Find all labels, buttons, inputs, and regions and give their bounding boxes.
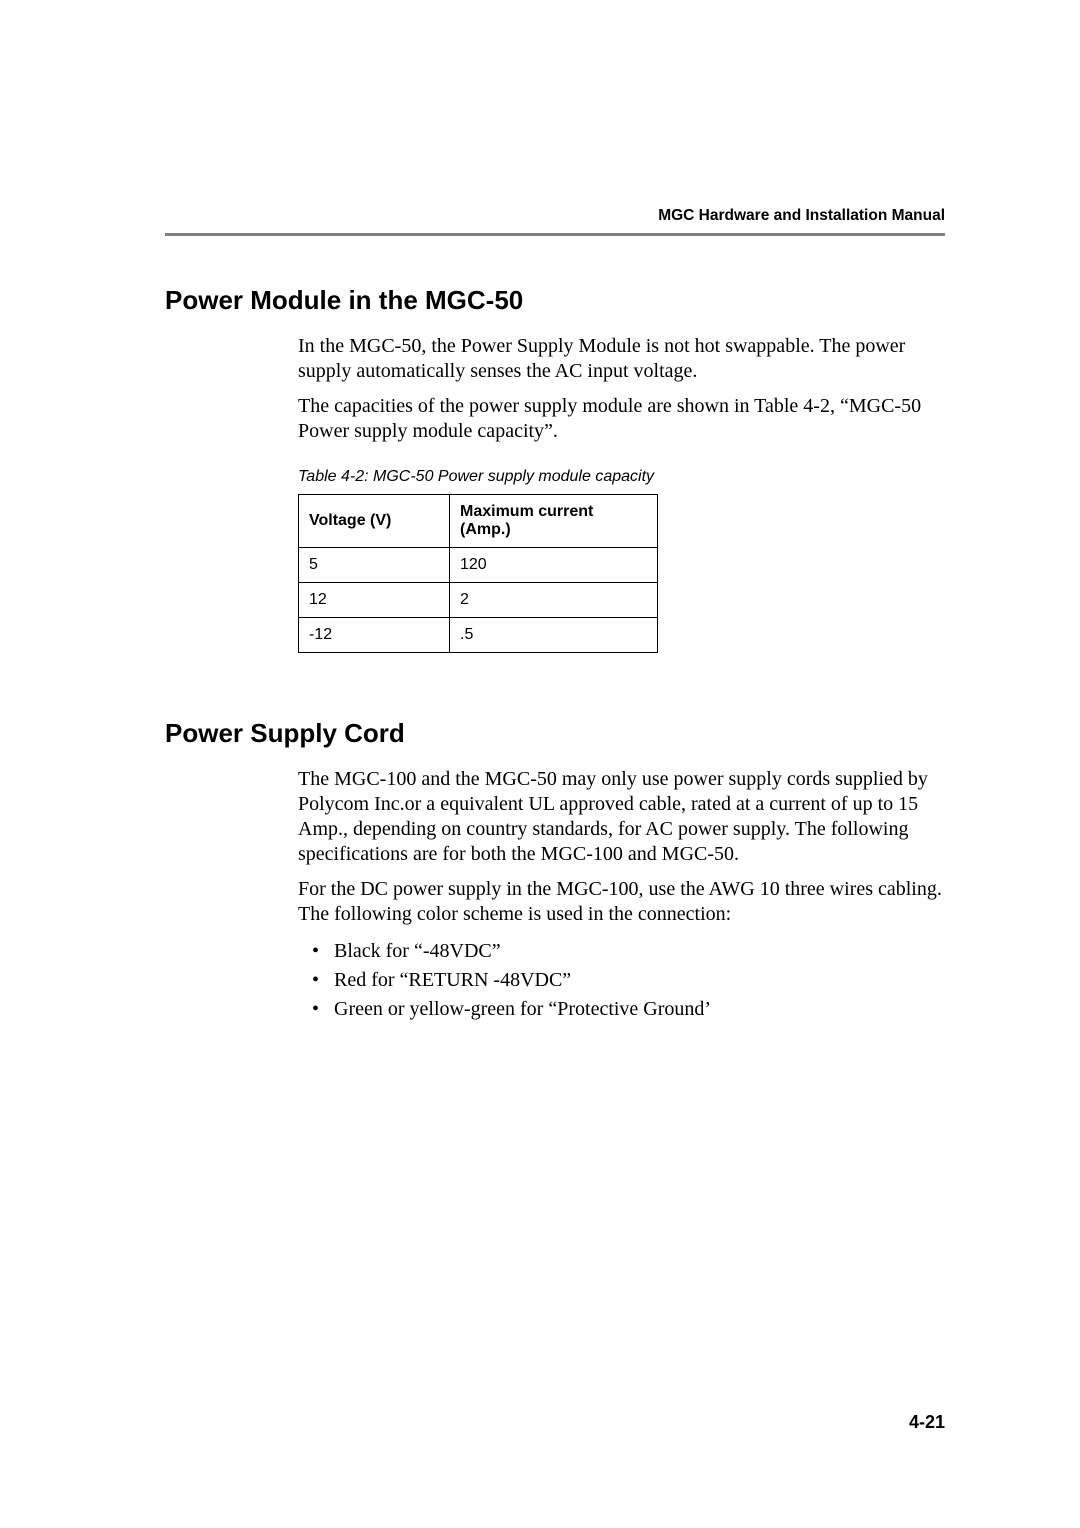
section-power-cord: Power Supply Cord The MGC-100 and the MG…: [165, 718, 955, 1024]
table-row: -12 .5: [299, 618, 658, 653]
bullet-list: Black for “-48VDC” Red for “RETURN -48VD…: [298, 937, 955, 1024]
table-row: 12 2: [299, 583, 658, 618]
list-item: Black for “-48VDC”: [298, 937, 955, 966]
paragraph: For the DC power supply in the MGC-100, …: [298, 877, 955, 927]
body-block: The MGC-100 and the MGC-50 may only use …: [298, 767, 955, 1024]
paragraph: In the MGC-50, the Power Supply Module i…: [298, 334, 955, 384]
table-cell: 12: [299, 583, 450, 618]
table-cell: -12: [299, 618, 450, 653]
power-supply-table: Voltage (V) Maximum current (Amp.) 5 120…: [298, 494, 658, 653]
section-heading: Power Supply Cord: [165, 718, 955, 749]
table-cell: 2: [450, 583, 658, 618]
table-cell: 120: [450, 548, 658, 583]
header-rule: [165, 233, 945, 236]
table-header-cell: Voltage (V): [299, 495, 450, 548]
table-header-row: Voltage (V) Maximum current (Amp.): [299, 495, 658, 548]
table-cell: .5: [450, 618, 658, 653]
page: MGC Hardware and Installation Manual Pow…: [0, 0, 1080, 1528]
table-caption: Table 4-2: MGC-50 Power supply module ca…: [298, 468, 955, 486]
page-number: 4-21: [909, 1412, 945, 1433]
paragraph: The capacities of the power supply modul…: [298, 394, 955, 444]
section-heading: Power Module in the MGC-50: [165, 285, 955, 316]
list-item: Red for “RETURN -48VDC”: [298, 966, 955, 995]
body-block: In the MGC-50, the Power Supply Module i…: [298, 334, 955, 653]
list-item: Green or yellow-green for “Protective Gr…: [298, 995, 955, 1024]
table-cell: 5: [299, 548, 450, 583]
table-row: 5 120: [299, 548, 658, 583]
table-header-cell: Maximum current (Amp.): [450, 495, 658, 548]
running-header: MGC Hardware and Installation Manual: [658, 207, 945, 225]
paragraph: The MGC-100 and the MGC-50 may only use …: [298, 767, 955, 867]
section-power-module: Power Module in the MGC-50 In the MGC-50…: [165, 285, 955, 653]
